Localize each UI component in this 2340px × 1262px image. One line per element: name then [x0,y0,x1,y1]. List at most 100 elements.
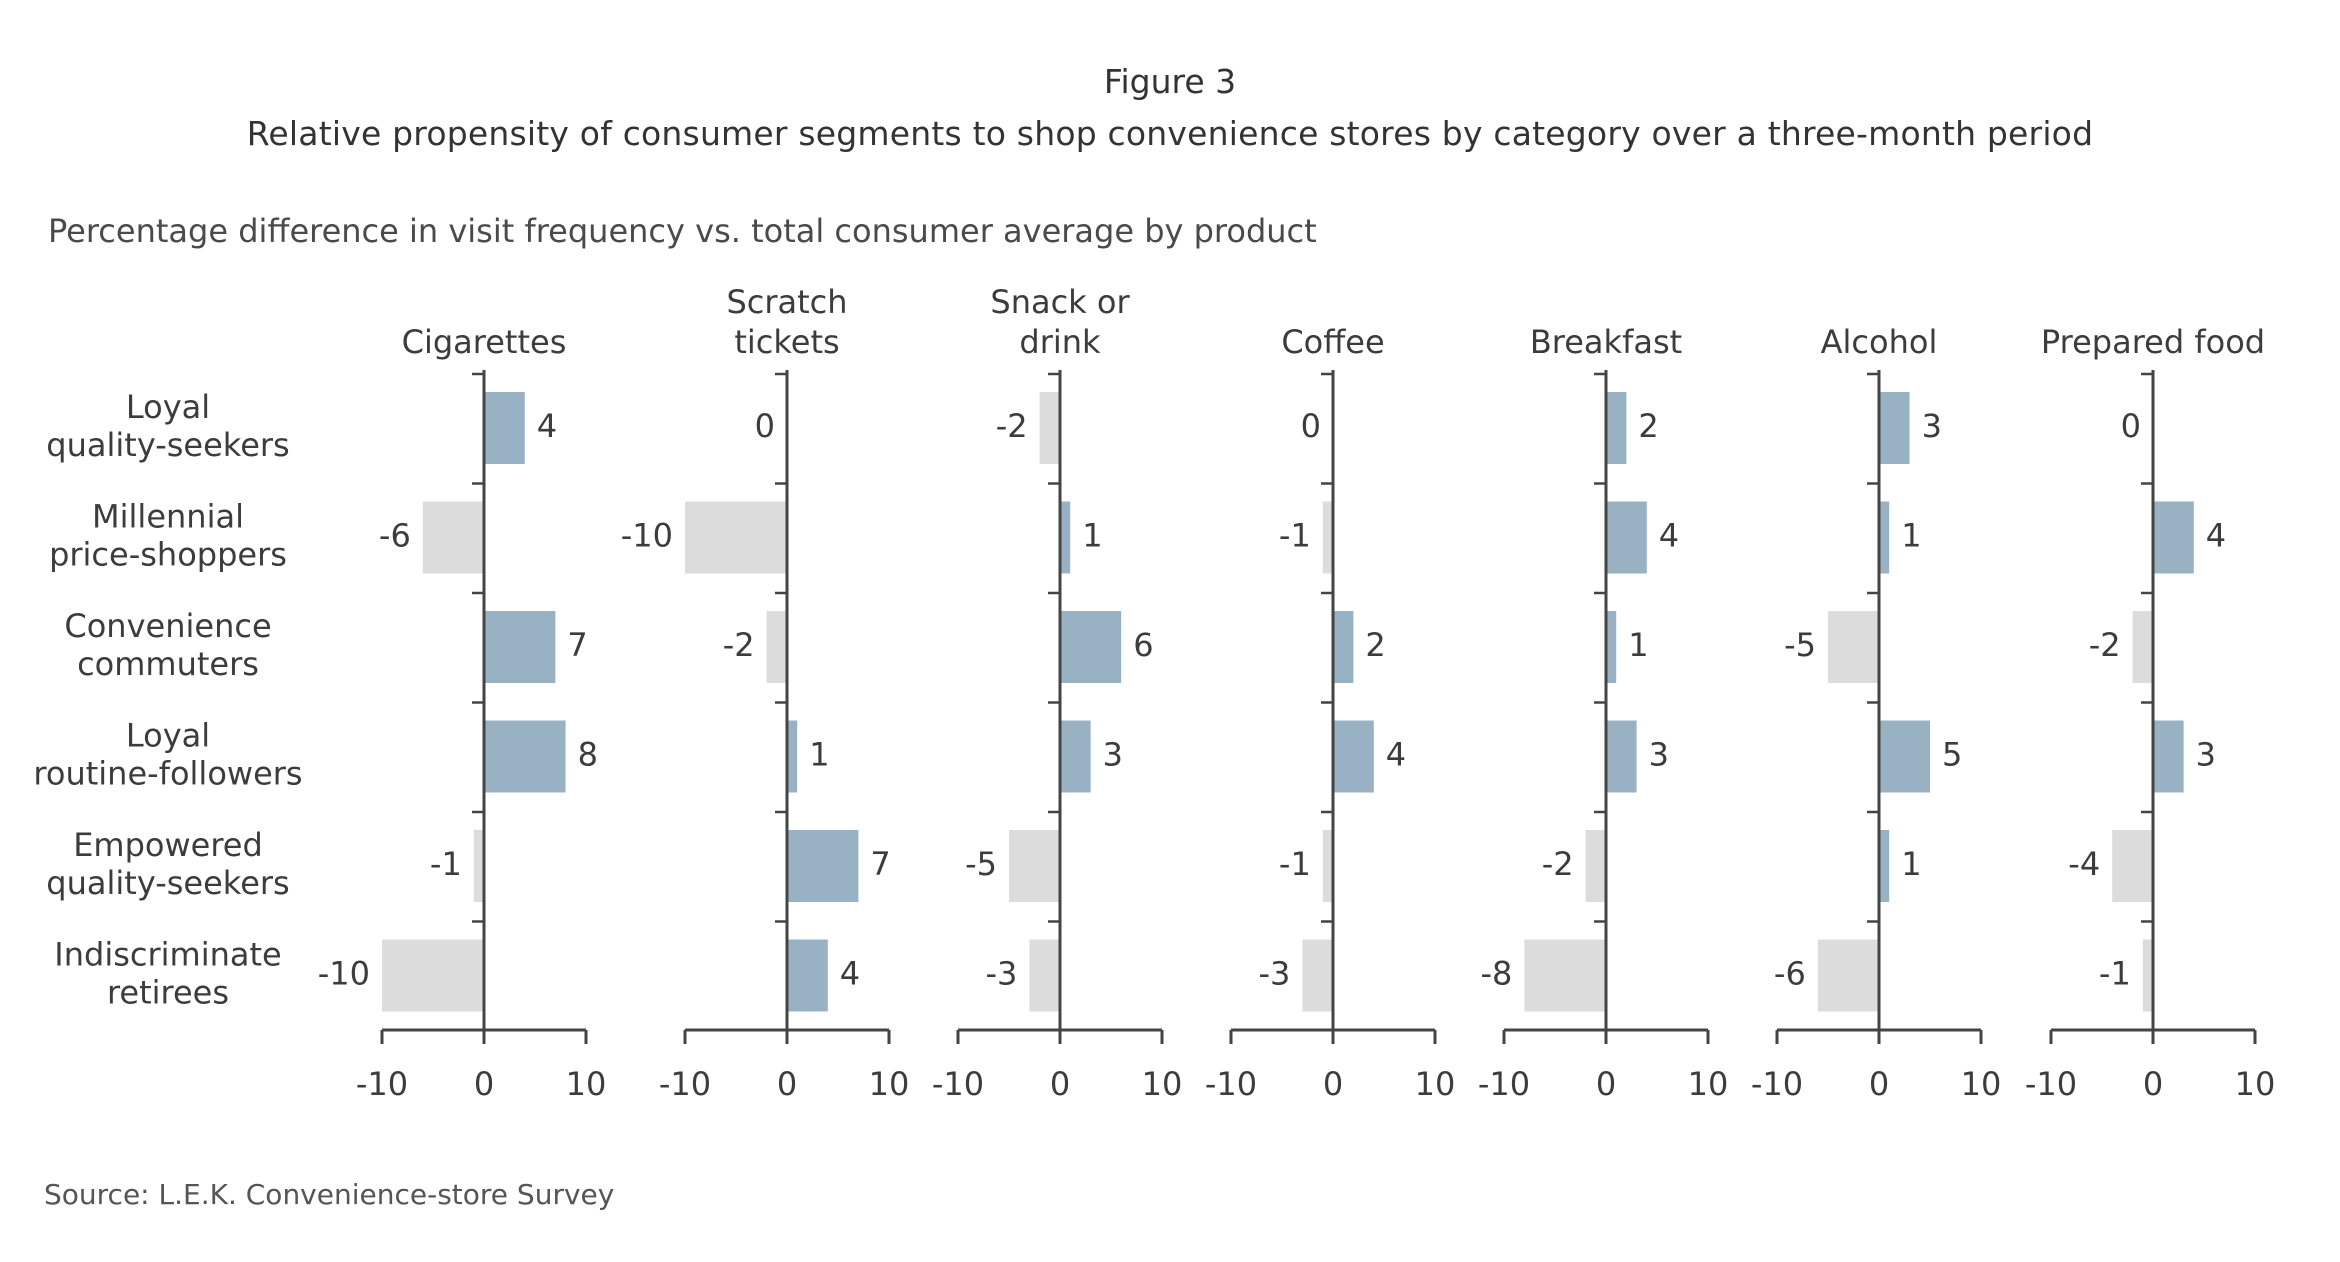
data-label: -1 [1279,845,1311,883]
data-label: 2 [1638,407,1658,445]
bar [1828,611,1879,683]
x-tick-label: 0 [1050,1065,1070,1103]
x-tick-label: 0 [1323,1065,1343,1103]
x-tick-label: 10 [1415,1065,1456,1103]
x-tick-label: 10 [2235,1065,2276,1103]
bar [1585,830,1606,902]
data-label: -5 [965,845,997,883]
x-tick-label: -10 [659,1065,711,1103]
x-tick-label: 0 [2143,1065,2163,1103]
bar [1009,830,1060,902]
bar [1333,720,1374,793]
row-label: retirees [107,974,229,1012]
row-label: Loyal [126,388,210,426]
source-note: Source: L.E.K. Convenience-store Survey [44,1178,615,1211]
bar [484,392,525,464]
data-label: -3 [985,955,1017,993]
data-label: 6 [1133,626,1153,664]
data-label: 4 [840,955,860,993]
bar [1322,501,1333,574]
data-label: -2 [723,626,755,664]
panel-header: Scratch [726,283,847,321]
x-tick-label: 0 [1596,1065,1616,1103]
data-label: 1 [809,736,829,774]
bar [1879,392,1910,464]
panel-header: tickets [734,323,839,361]
x-tick-label: -10 [2025,1065,2077,1103]
x-tick-label: 10 [1142,1065,1183,1103]
data-label: 2 [1365,626,1385,664]
bar [1606,501,1647,574]
bar [1606,611,1617,683]
data-label: -6 [1774,955,1806,993]
chart-title: Relative propensity of consumer segments… [246,114,2094,153]
x-tick-label: 10 [869,1065,910,1103]
data-label: -10 [621,517,673,555]
panel-header: Cigarettes [402,323,567,361]
data-label: -1 [1279,517,1311,555]
bar [1333,611,1354,683]
data-label: 1 [1901,845,1921,883]
data-label: 7 [567,626,587,664]
data-label: -2 [996,407,1028,445]
panel-header: drink [1019,323,1101,361]
bar [1817,939,1879,1012]
data-label: 1 [1901,517,1921,555]
bar [1524,939,1606,1012]
bar [2112,830,2153,902]
data-label: 0 [2121,407,2141,445]
panel-header: Coffee [1281,323,1384,361]
bar [484,611,556,683]
x-tick-label: 0 [474,1065,494,1103]
data-label: 8 [578,736,598,774]
x-tick-label: 10 [566,1065,607,1103]
data-label: 3 [1103,736,1123,774]
bar [484,720,566,793]
data-label: 3 [2196,736,2216,774]
data-label: -1 [2099,955,2131,993]
row-label: Convenience [64,607,271,645]
row-label: quality-seekers [46,864,289,902]
row-label: price-shoppers [49,536,287,574]
data-label: 0 [1301,407,1321,445]
data-label: -4 [2068,845,2100,883]
x-tick-label: 0 [1869,1065,1889,1103]
x-tick-label: -10 [1751,1065,1803,1103]
data-label: -6 [379,517,411,555]
data-label: -3 [1258,955,1290,993]
bar [1606,392,1627,464]
x-tick-label: -10 [356,1065,408,1103]
row-label: commuters [77,645,259,683]
data-label: 1 [1628,626,1648,664]
row-label: Indiscriminate [54,936,281,974]
bar [1322,830,1333,902]
data-label: 0 [755,407,775,445]
data-label: -8 [1480,955,1512,993]
bar [766,611,787,683]
panel-header: Breakfast [1530,323,1682,361]
row-label: Empowered [73,826,263,864]
x-tick-label: -10 [932,1065,984,1103]
bar [1879,501,1890,574]
panel-header: Snack or [990,283,1130,321]
data-label: 4 [2206,517,2226,555]
data-label: 4 [1659,517,1679,555]
bar [2142,939,2153,1012]
bar [1302,939,1333,1012]
figure-label: Figure 3 [1103,62,1237,101]
x-tick-label: 10 [1688,1065,1729,1103]
data-label: -2 [2089,626,2121,664]
x-tick-label: 0 [777,1065,797,1103]
bar [787,939,828,1012]
row-label: quality-seekers [46,426,289,464]
bar [1060,611,1122,683]
bar [2153,501,2194,574]
row-label: Loyal [126,717,210,755]
bar [1879,720,1930,793]
data-label: 3 [1649,736,1669,774]
data-label: 4 [1386,736,1406,774]
data-label: 4 [537,407,557,445]
bar [1029,939,1060,1012]
data-label: 7 [870,845,890,883]
bar [422,501,484,574]
